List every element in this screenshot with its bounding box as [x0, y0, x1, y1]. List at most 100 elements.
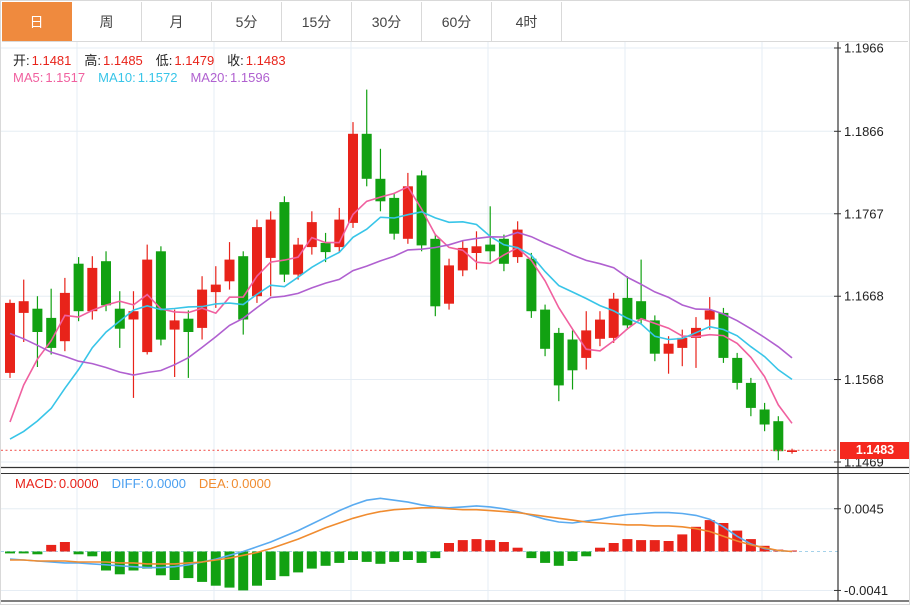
macd-bar	[567, 551, 578, 561]
macd-bar	[197, 551, 208, 582]
candle-body	[498, 238, 509, 264]
tab-周[interactable]: 周	[72, 2, 142, 41]
ma-item: MA20: 1.1596	[190, 70, 269, 85]
ohlc-item: 高: 1.1485	[84, 53, 142, 68]
toolbar-filler	[562, 2, 908, 41]
macd-value: 0.0000	[146, 476, 186, 491]
candle-body	[759, 409, 770, 425]
ma-label: MA10:	[98, 70, 136, 85]
macd-bar	[101, 551, 111, 571]
ohlc-value: 1.1479	[174, 53, 215, 68]
ma-value: 1.1517	[45, 70, 86, 85]
macd-bar	[608, 543, 619, 552]
price-tick-label: 1.1668	[844, 289, 884, 304]
tab-30分[interactable]: 30分	[352, 2, 422, 41]
ma-value: 1.1572	[137, 70, 178, 85]
price-tick-label: 1.1767	[844, 206, 884, 221]
macd-bar	[142, 551, 153, 569]
macd-bar	[279, 551, 290, 577]
macd-bar	[238, 551, 249, 591]
macd-bar	[293, 551, 304, 573]
macd-bar	[553, 551, 564, 566]
macd-label: DEA:	[198, 476, 230, 491]
tab-4时[interactable]: 4时	[492, 2, 562, 41]
macd-label: MACD:	[15, 476, 57, 491]
ma-label: MA20:	[190, 70, 229, 85]
tab-日[interactable]: 日	[2, 2, 72, 41]
macd-readout: MACD: 0.0000 DIFF: 0.0000 DEA: 0.0000	[15, 476, 284, 491]
macd-bar	[32, 551, 43, 555]
candle-body	[128, 311, 139, 320]
candle-body	[183, 318, 194, 332]
candle-body	[732, 357, 743, 383]
price-tick-label: 1.1966	[844, 41, 884, 56]
candle-body	[540, 309, 551, 349]
candle-body	[485, 244, 496, 252]
ohlc-label: 开:	[13, 53, 30, 68]
macd-bar	[677, 534, 688, 552]
macd-bar	[375, 551, 386, 564]
macd-bar	[540, 551, 551, 563]
macd-bar	[169, 551, 180, 580]
candle-body	[773, 421, 784, 452]
candle-body	[704, 310, 715, 320]
macd-bar	[485, 540, 496, 552]
macd-bar	[636, 540, 647, 552]
tab-15分[interactable]: 15分	[282, 2, 352, 41]
period-toolbar: 日周月 5分 15分 30分 60分 4时	[2, 2, 908, 42]
ma-value: 1.1596	[230, 70, 270, 85]
tab-60分[interactable]: 60分	[422, 2, 492, 41]
macd-item: MACD: 0.0000	[15, 476, 99, 491]
macd-bar	[59, 542, 70, 552]
candle-body	[444, 265, 454, 304]
candle-body	[430, 238, 441, 307]
macd-bar	[471, 539, 482, 552]
candle-body	[334, 219, 345, 248]
macd-bar	[265, 551, 276, 580]
candle-body	[636, 301, 647, 320]
macd-bar	[5, 551, 15, 554]
macd-bar	[649, 540, 660, 552]
candle-body	[787, 450, 797, 452]
macd-bar	[402, 551, 413, 560]
candle-body	[265, 219, 276, 258]
ma-label: MA5:	[13, 70, 44, 85]
macd-value: 0.0000	[231, 476, 272, 491]
macd-bar	[306, 551, 317, 569]
macd-item: DIFF: 0.0000	[112, 476, 186, 491]
candle-body	[279, 202, 290, 275]
macd-bar	[704, 520, 715, 552]
candle-body	[155, 251, 166, 340]
macd-bar	[622, 539, 633, 552]
candle-body	[553, 332, 564, 386]
ohlc-value: 1.1485	[103, 53, 143, 68]
candle-body	[457, 247, 468, 271]
macd-bar	[444, 543, 454, 552]
macd-bar	[526, 551, 537, 559]
tab-5分[interactable]: 5分	[212, 2, 282, 41]
price-tick-label: 1.1568	[844, 372, 884, 387]
macd-bar	[87, 551, 98, 557]
macd-bar	[595, 547, 605, 552]
candle-body	[87, 267, 98, 312]
dea-line	[10, 506, 793, 565]
candle-body	[389, 197, 400, 234]
macd-bar	[457, 540, 468, 552]
ohlc-item: 开: 1.1481	[13, 53, 71, 68]
candle-body	[210, 284, 221, 293]
macd-bar	[320, 551, 331, 566]
macd-bar	[581, 551, 592, 557]
candle-body	[5, 302, 15, 373]
candle-body	[375, 178, 386, 202]
candle-body	[32, 308, 43, 332]
candle-body	[18, 301, 29, 313]
candle-body	[306, 222, 317, 248]
price-tick-label: 1.1866	[844, 124, 884, 139]
candle-body	[46, 317, 57, 348]
candle-body	[348, 133, 358, 223]
tab-月[interactable]: 月	[142, 2, 212, 41]
macd-bar	[361, 551, 372, 562]
